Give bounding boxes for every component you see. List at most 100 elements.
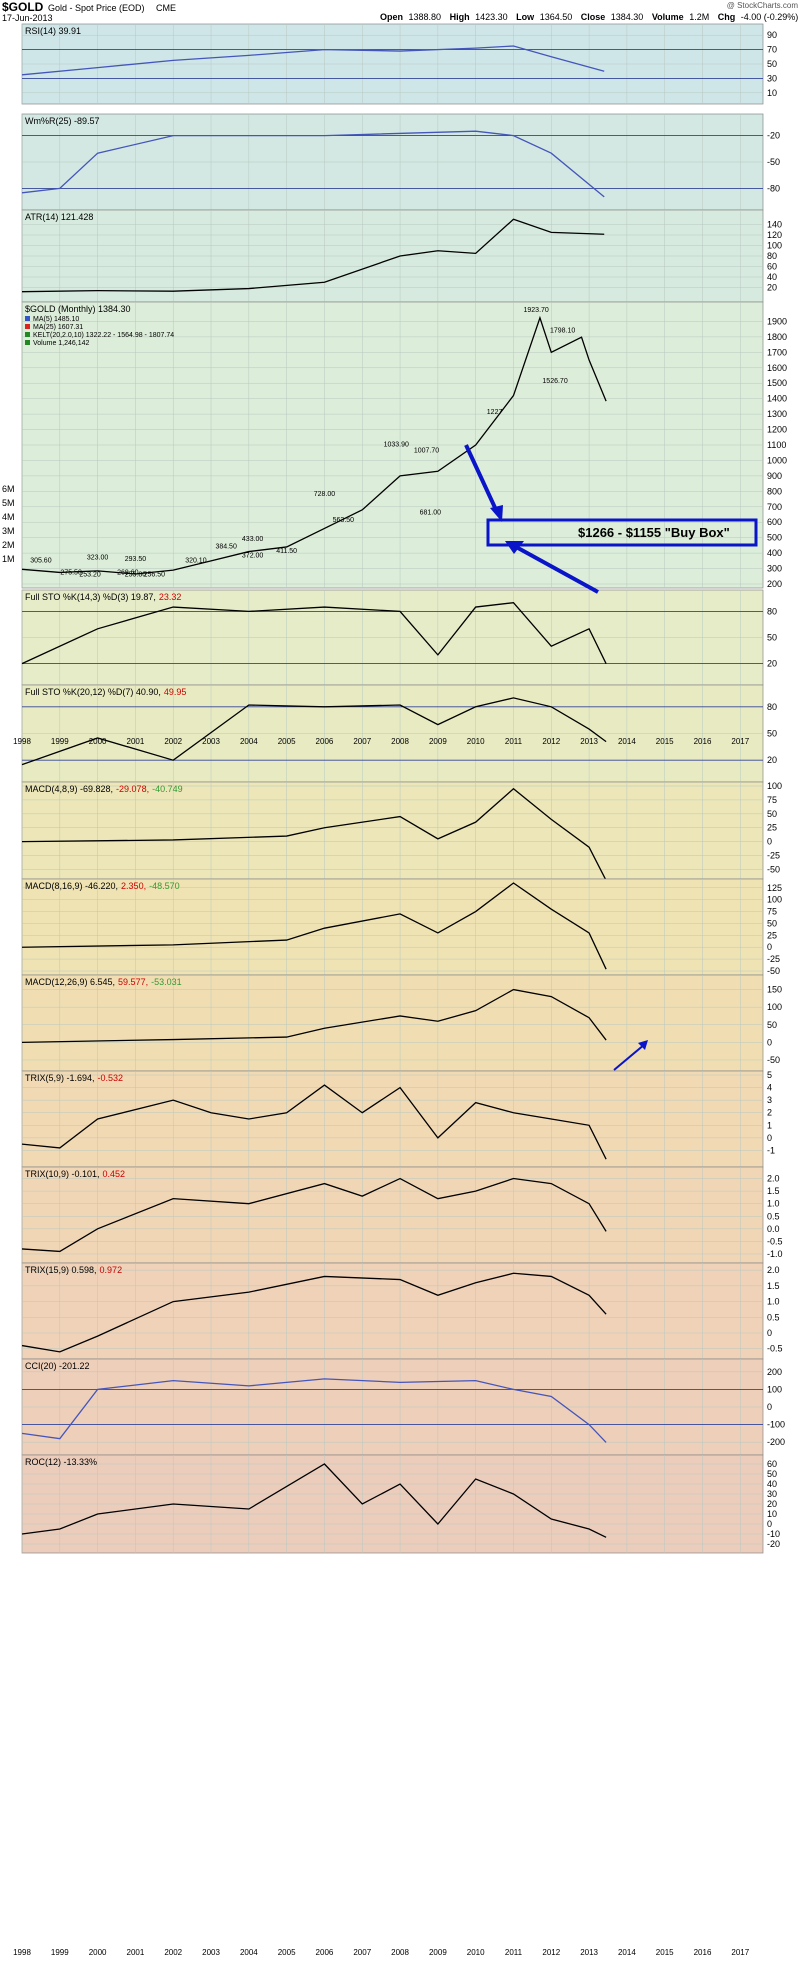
price-label: 728.00 [314, 491, 336, 498]
tick-label: 1200 [767, 425, 787, 435]
tick-label: 10 [767, 88, 777, 98]
panel-title-main: MACD(8,16,9) -46.220, [25, 881, 118, 891]
panel-title-value: -40.749 [152, 784, 183, 794]
tick-label: 50 [767, 729, 777, 739]
panel-title-main: ROC(12) -13.33% [25, 1457, 97, 1467]
tick-label: 100 [767, 1002, 782, 1012]
tick-label: 120 [767, 230, 782, 240]
panel-title-value: -0.532 [98, 1073, 124, 1083]
legend-entry: KELT(20,2.0,10) 1322.22 - 1564.98 - 1807… [33, 332, 174, 339]
tick-label: 2.0 [767, 1265, 780, 1275]
series-line [21, 787, 607, 881]
panel-title-value: -53.031 [151, 977, 182, 987]
series-line [21, 315, 607, 575]
x-tick-label: 2001 [127, 1948, 145, 1957]
tick-label: 50 [767, 809, 777, 819]
tick-label: 5 [767, 1070, 772, 1080]
price-label: 1227 [487, 409, 503, 416]
x-tick-label: 2006 [316, 737, 334, 746]
panel-title: $GOLD (Monthly) 1384.30 [25, 304, 131, 314]
x-tick-label: 2010 [467, 737, 485, 746]
tick-label: 70 [767, 45, 777, 55]
tick-label: 2.0 [767, 1174, 780, 1184]
tick-label: 1700 [767, 347, 787, 357]
tick-label: 500 [767, 533, 782, 543]
panel-title-value: 23.32 [159, 592, 182, 602]
panel-title-main: CCI(20) -201.22 [25, 1361, 90, 1371]
tick-label: -200 [767, 1437, 785, 1447]
price-label: 1923.70 [524, 307, 549, 314]
panel-background [21, 1262, 764, 1360]
low-value: 1364.50 [540, 12, 573, 22]
panel-background [21, 878, 764, 976]
tick-label: 50 [767, 59, 777, 69]
panel-title-main: Wm%R(25) -89.57 [25, 116, 100, 126]
tick-label: 25 [767, 823, 777, 833]
panel-title: MACD(4,8,9) -69.828, -29.078, -40.749 [25, 784, 183, 794]
price-label: 1526.70 [542, 378, 567, 385]
panel-title: MACD(12,26,9) 6.545, 59.577, -53.031 [25, 977, 182, 987]
panel-title-value: 2.350, [121, 881, 146, 891]
tick-label: 1800 [767, 332, 787, 342]
tick-label: 1.5 [767, 1186, 780, 1196]
series-line [21, 130, 605, 198]
tick-label: 300 [767, 564, 782, 574]
x-tick-label: 2003 [202, 737, 220, 746]
series-line [21, 218, 605, 293]
legend-swatch [25, 316, 30, 321]
panel-title-main: RSI(14) 39.91 [25, 26, 81, 36]
tick-label: -50 [767, 966, 780, 976]
x-tick-label: 2014 [618, 737, 636, 746]
legend-swatch [25, 340, 30, 345]
x-tick-label: 1998 [13, 737, 31, 746]
x-tick-label: 2014 [618, 1948, 636, 1957]
tick-label: -25 [767, 851, 780, 861]
series-line [21, 602, 607, 665]
panel-trix3: 2.0 1.5 1.0 0.5 0 -0.5 TRIX(15,9) 0.598, 0.972 [21, 1262, 783, 1360]
chart-header: $GOLD Gold - Spot Price (EOD) CME 17-Jun… [2, 0, 798, 23]
tick-label: 0 [767, 837, 772, 847]
price-label: 256.50 [144, 571, 166, 578]
x-tick-label: 2016 [694, 1948, 712, 1957]
price-label: 323.00 [87, 554, 109, 561]
x-tick-label: 2004 [240, 737, 258, 746]
volume-tick-label: 4M [2, 512, 15, 522]
panel-title-main: TRIX(15,9) 0.598, [25, 1265, 97, 1275]
legend-swatch [25, 324, 30, 329]
volume-tick-label: 1M [2, 554, 15, 564]
panel-title-main: MACD(4,8,9) -69.828, [25, 784, 113, 794]
tick-label: 20 [767, 659, 777, 669]
x-tick-label: 1998 [13, 1948, 31, 1957]
tick-label: 10 [767, 1509, 777, 1519]
tick-label: 50 [767, 1469, 777, 1479]
x-tick-label: 2017 [731, 1948, 749, 1957]
tick-label: 1400 [767, 394, 787, 404]
panel-background [21, 1070, 764, 1168]
tick-label: -10 [767, 1529, 780, 1539]
tick-label: 1.0 [767, 1297, 780, 1307]
tick-label: 0.0 [767, 1224, 780, 1234]
price-label: 372.00 [242, 553, 264, 560]
panel-background [21, 974, 764, 1072]
price-label: 269.60 [117, 570, 139, 577]
price-label: 1033.90 [384, 442, 409, 449]
panel-title-value: 0.452 [103, 1169, 126, 1179]
price-label: 1007.70 [414, 448, 439, 455]
series-line [21, 1272, 607, 1353]
x-tick-label: 2005 [278, 737, 296, 746]
legend-entry: MA(5) 1485.10 [33, 316, 79, 323]
low-label: Low [516, 12, 535, 22]
panel-title-value: -29.078, [116, 784, 149, 794]
panel-title-value: 49.95 [164, 687, 187, 697]
tick-label: 4 [767, 1083, 772, 1093]
chg-value: -4.00 (-0.29%) [741, 12, 799, 22]
high-value: 1423.30 [475, 12, 508, 22]
high-label: High [450, 12, 470, 22]
series-line [21, 1084, 607, 1160]
x-tick-label: 2007 [353, 737, 371, 746]
x-tick-label: 2013 [580, 1948, 598, 1957]
tick-label: 30 [767, 73, 777, 83]
